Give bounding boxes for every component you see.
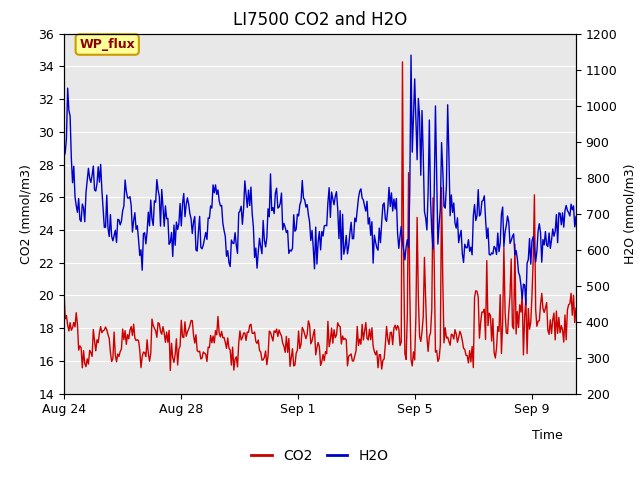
- Text: WP_flux: WP_flux: [79, 38, 135, 51]
- Legend: CO2, H2O: CO2, H2O: [246, 443, 394, 468]
- Y-axis label: H2O (mmol/m3): H2O (mmol/m3): [623, 163, 636, 264]
- Title: LI7500 CO2 and H2O: LI7500 CO2 and H2O: [233, 11, 407, 29]
- Text: Time: Time: [532, 429, 563, 442]
- Y-axis label: CO2 (mmol/m3): CO2 (mmol/m3): [20, 164, 33, 264]
